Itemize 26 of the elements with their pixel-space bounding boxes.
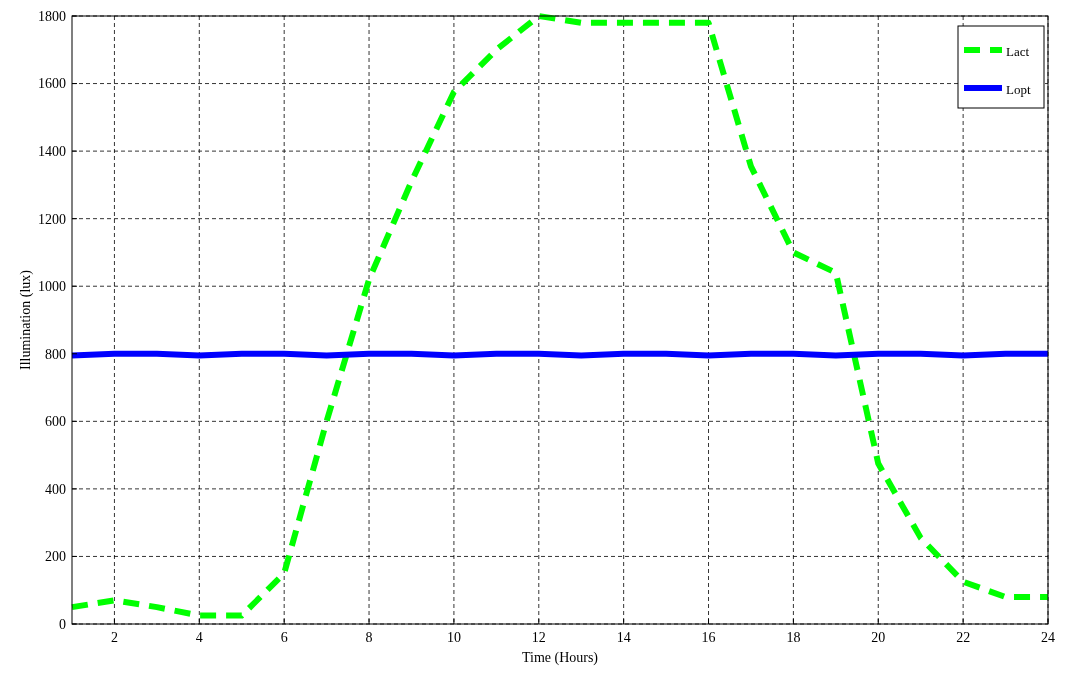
y-tick-label: 1600 <box>38 76 66 92</box>
x-tick-label: 10 <box>446 630 461 645</box>
x-tick-label: 24 <box>1041 630 1055 645</box>
legend-label: Lopt <box>1006 82 1031 97</box>
y-tick-label: 1400 <box>38 144 66 160</box>
legend-label: Lact <box>1006 44 1030 59</box>
y-tick-label: 1000 <box>38 279 66 295</box>
x-tick-label: 16 <box>701 630 716 645</box>
y-tick-label: 800 <box>45 346 66 362</box>
y-tick-label: 600 <box>45 414 66 430</box>
x-axis-title: Time (Hours) <box>521 650 599 666</box>
x-tick-label: 14 <box>616 630 631 645</box>
y-tick-label: 1800 <box>38 8 66 24</box>
y-axis-title: Illumination (lux) <box>18 269 34 370</box>
x-tick-label: 4 <box>195 630 203 645</box>
x-tick-label: 18 <box>786 630 801 645</box>
y-tick-label: 0 <box>59 616 66 632</box>
y-tick-label: 400 <box>45 481 66 497</box>
x-tick-label: 8 <box>365 630 373 645</box>
x-tick-label: 12 <box>531 630 546 645</box>
y-tick-label: 1200 <box>38 211 66 227</box>
x-tick-label: 2 <box>110 630 118 645</box>
x-tick-label: 6 <box>280 630 288 645</box>
y-tick-label: 200 <box>45 549 66 565</box>
x-tick-label: 20 <box>871 630 886 645</box>
x-tick-label: 22 <box>956 630 971 645</box>
